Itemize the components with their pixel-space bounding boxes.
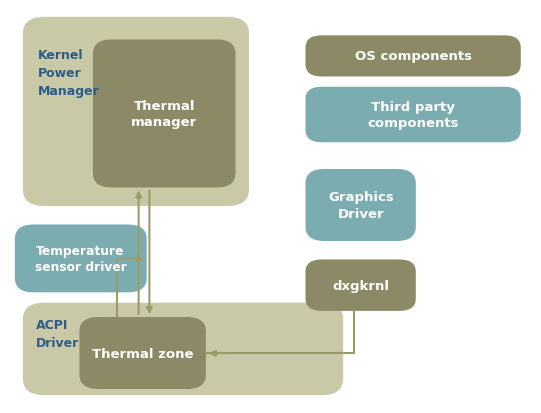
FancyBboxPatch shape (306, 260, 416, 311)
Text: ACPI
Driver: ACPI Driver (36, 318, 80, 349)
FancyBboxPatch shape (306, 36, 521, 77)
FancyBboxPatch shape (93, 40, 235, 188)
Text: Thermal
manager: Thermal manager (131, 100, 197, 129)
Text: OS components: OS components (355, 50, 472, 63)
Text: Graphics
Driver: Graphics Driver (328, 191, 394, 221)
FancyBboxPatch shape (80, 317, 206, 389)
Text: Third party
components: Third party components (367, 101, 459, 130)
FancyBboxPatch shape (306, 88, 521, 143)
Text: Temperature
sensor driver: Temperature sensor driver (35, 244, 127, 274)
Text: Kernel
Power
Manager: Kernel Power Manager (37, 49, 99, 97)
Text: dxgkrnl: dxgkrnl (332, 279, 390, 292)
FancyBboxPatch shape (23, 18, 249, 206)
FancyBboxPatch shape (15, 225, 147, 293)
FancyBboxPatch shape (306, 170, 416, 241)
Text: Thermal zone: Thermal zone (92, 347, 194, 360)
FancyBboxPatch shape (23, 303, 343, 395)
